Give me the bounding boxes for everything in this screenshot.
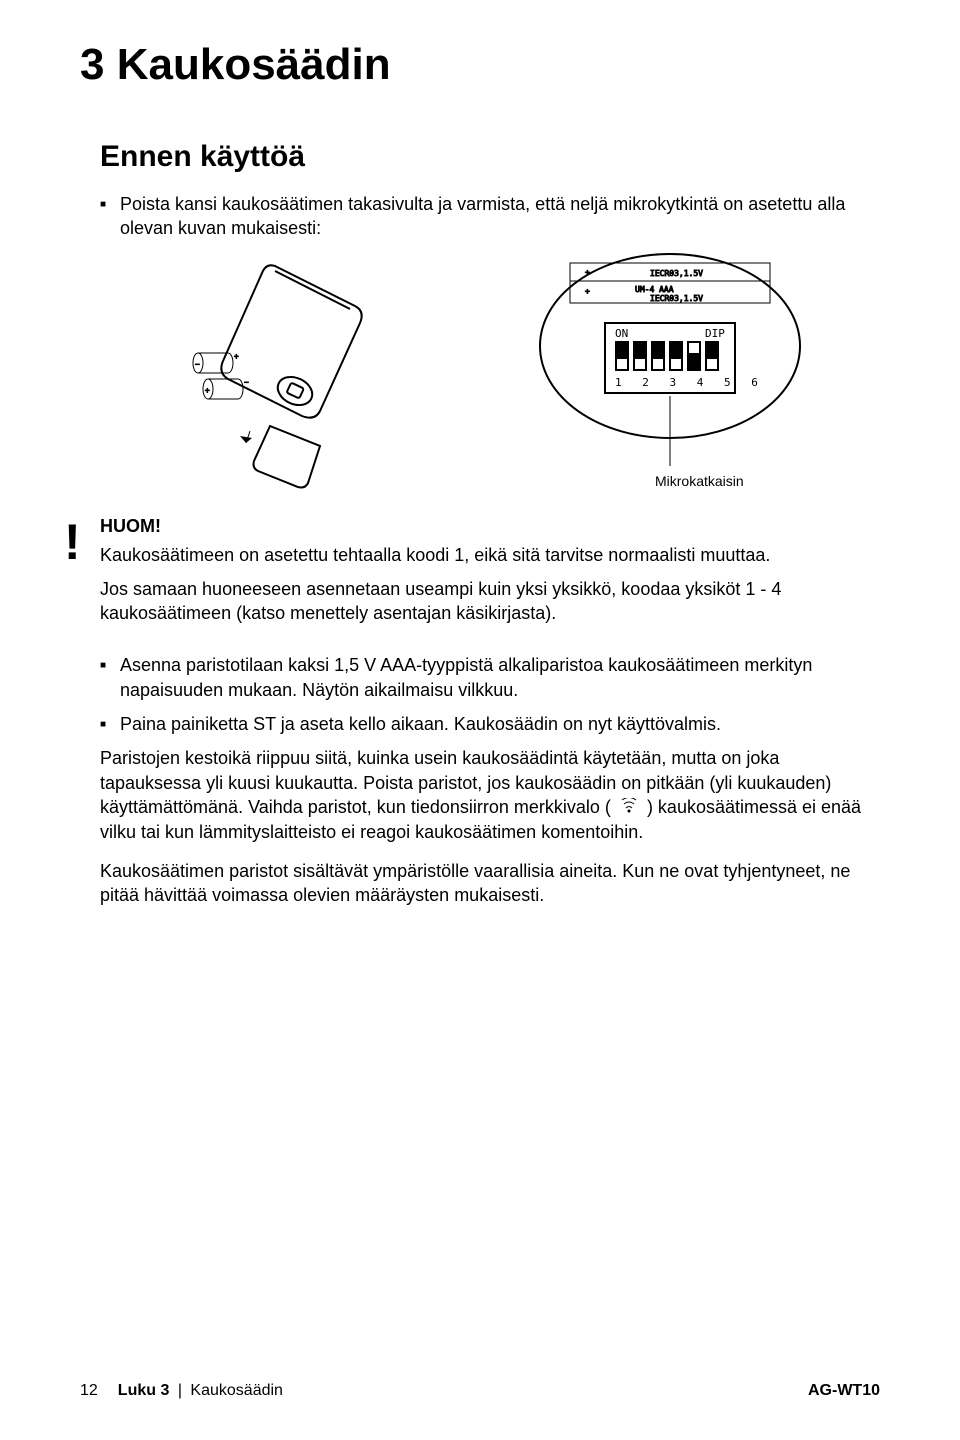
bullet-marker: ■	[100, 653, 120, 702]
dip-on-label: ON	[615, 327, 628, 340]
intro-bullet: ■ Poista kansi kaukosäätimen takasivulta…	[100, 192, 880, 241]
notice-block: ! HUOM! Kaukosäätimeen on asetettu tehta…	[100, 516, 880, 636]
svg-text:−: −	[244, 378, 249, 387]
svg-text:+: +	[585, 268, 590, 277]
notice-p1: Kaukosäätimeen on asetettu tehtaalla koo…	[100, 543, 880, 567]
bullet-1: ■ Asenna paristotilaan kaksi 1,5 V AAA-t…	[100, 653, 880, 702]
notice-content: HUOM! Kaukosäätimeen on asetettu tehtaal…	[100, 516, 880, 636]
bullet-1-text: Asenna paristotilaan kaksi 1,5 V AAA-tyy…	[120, 653, 880, 702]
svg-text:+: +	[585, 287, 590, 296]
footer-left: 12 Luku 3 | Kaukosäädin	[80, 1382, 283, 1400]
footer-chapter-label: Luku 3	[118, 1382, 170, 1399]
panel-text-3: IECR03,1.5V	[650, 294, 703, 303]
signal-icon	[618, 796, 640, 820]
footer-page-number: 12	[80, 1382, 98, 1400]
panel-text-1: IECR03,1.5V	[650, 269, 703, 278]
bullet-marker: ■	[100, 712, 120, 736]
paragraph-1: Paristojen kestoikä riippuu siitä, kuink…	[100, 746, 880, 844]
chapter-title: 3 Kaukosäädin	[80, 40, 880, 90]
footer-separator: |	[178, 1382, 182, 1399]
svg-text:−: −	[195, 360, 200, 369]
bullet-marker: ■	[100, 192, 120, 241]
bullet-2: ■ Paina painiketta ST ja aseta kello aik…	[100, 712, 880, 736]
chapter-number: 3	[80, 40, 104, 89]
footer-chapter-name: Kaukosäädin	[190, 1382, 283, 1399]
intro-bullet-text: Poista kansi kaukosäätimen takasivulta j…	[120, 192, 880, 241]
diagram-label: Mikrokatkaisin	[655, 473, 744, 489]
notice-p2: Jos samaan huoneeseen asennetaan useampi…	[100, 577, 880, 626]
dip-numbers: 1 2 3 4 5 6	[615, 376, 765, 389]
chapter-name: Kaukosäädin	[117, 40, 391, 89]
section-title: Ennen käyttöä	[100, 140, 880, 174]
panel-text-2: UM-4 AAA	[635, 285, 674, 294]
paragraph-2: Kaukosäätimen paristot sisältävät ympäri…	[100, 859, 880, 908]
footer: 12 Luku 3 | Kaukosäädin AG-WT10	[80, 1382, 880, 1400]
diagram: − + + − + IECR03,1.5V + UM-4 AAA IECR03,…	[100, 251, 880, 506]
svg-text:+: +	[205, 386, 210, 395]
svg-text:+: +	[234, 352, 239, 361]
dip-dip-label: DIP	[705, 327, 725, 340]
notice-heading: HUOM!	[100, 516, 880, 537]
footer-chapter: Luku 3 | Kaukosäädin	[118, 1382, 283, 1400]
bullet-2-text: Paina painiketta ST ja aseta kello aikaa…	[120, 712, 880, 736]
notice-exclamation-icon: !	[64, 516, 100, 636]
footer-model: AG-WT10	[808, 1382, 880, 1400]
dip-panel-drawing: + IECR03,1.5V + UM-4 AAA IECR03,1.5V ON …	[530, 251, 810, 471]
remote-drawing: − + + −	[180, 261, 430, 491]
